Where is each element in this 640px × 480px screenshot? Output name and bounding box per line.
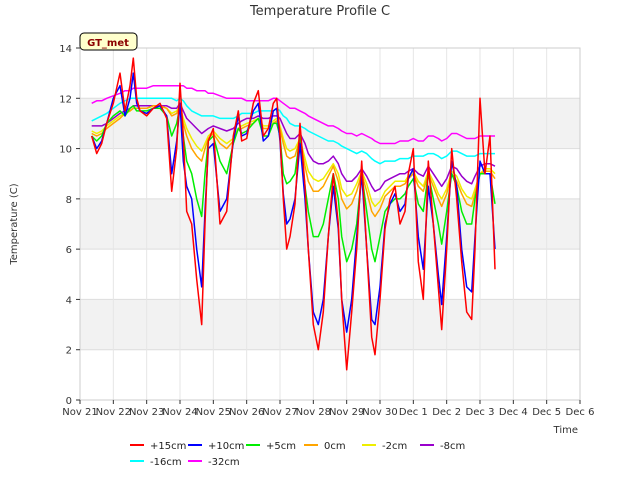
x-tick-label: Nov 29: [329, 407, 364, 418]
legend-label: -16cm: [150, 457, 182, 468]
x-tick-label: Nov 23: [129, 407, 164, 418]
y-tick-label: 14: [59, 44, 72, 55]
y-axis-ticks: 0 2 4 6 8 10 12 14: [59, 44, 80, 407]
legend-label: 0cm: [324, 441, 346, 452]
legend-item: +5cm: [246, 441, 296, 452]
x-tick-label: Nov 28: [296, 407, 331, 418]
x-tick-label: Nov 25: [196, 407, 231, 418]
station-badge-label: GT_met: [87, 38, 129, 49]
y-tick-label: 6: [66, 245, 72, 256]
x-tick-label: Dec 3: [466, 407, 495, 418]
legend-item: -16cm: [130, 457, 182, 468]
x-tick-label: Nov 27: [262, 407, 297, 418]
x-tick-label: Nov 22: [96, 407, 131, 418]
series-line-plus15cm: [90, 57, 496, 371]
legend-item: +10cm: [188, 441, 244, 452]
x-tick-label: Nov 26: [229, 407, 264, 418]
y-tick-label: 10: [59, 145, 72, 156]
chart-title: Temperature Profile C: [249, 4, 390, 19]
legend-label: +15cm: [150, 441, 186, 452]
legend-item: 0cm: [304, 441, 346, 452]
x-tick-label: Dec 2: [432, 407, 461, 418]
legend-label: +5cm: [266, 441, 296, 452]
x-tick-label: Dec 1: [399, 407, 428, 418]
x-axis-label: Time: [553, 425, 578, 436]
x-tick-label: Dec 5: [532, 407, 561, 418]
series-line-minus16cm: [91, 97, 495, 165]
y-tick-label: 12: [59, 94, 72, 105]
legend-item: -32cm: [188, 457, 240, 468]
y-axis-label: Temperature (C): [9, 183, 20, 265]
legend-item: +15cm: [130, 441, 186, 452]
legend-item: -2cm: [362, 441, 407, 452]
y-tick-label: 2: [66, 346, 72, 357]
x-tick-label: Dec 4: [499, 407, 528, 418]
y-tick-label: 8: [66, 195, 72, 206]
plot-frame: [79, 47, 581, 401]
series-line-minus32cm: [91, 84, 495, 145]
station-badge: GT_met: [79, 32, 138, 51]
legend-label: -32cm: [208, 457, 240, 468]
x-tick-label: Dec 6: [566, 407, 595, 418]
legend-item: -8cm: [420, 441, 465, 452]
band-2: [80, 299, 580, 350]
x-tick-label: Nov 21: [62, 407, 97, 418]
x-tick-label: Nov 30: [362, 407, 397, 418]
legend-label: -8cm: [440, 441, 465, 452]
legend-label: -2cm: [382, 441, 407, 452]
y-tick-label: 0: [66, 396, 72, 407]
x-tick-label: Nov 24: [162, 407, 197, 418]
legend-label: +10cm: [208, 441, 244, 452]
series-lines: [90, 57, 496, 371]
legend: +15cm +10cm +5cm 0cm -2cm -8cm -16cm -32cm: [130, 441, 465, 468]
y-tick-label: 4: [66, 295, 72, 306]
